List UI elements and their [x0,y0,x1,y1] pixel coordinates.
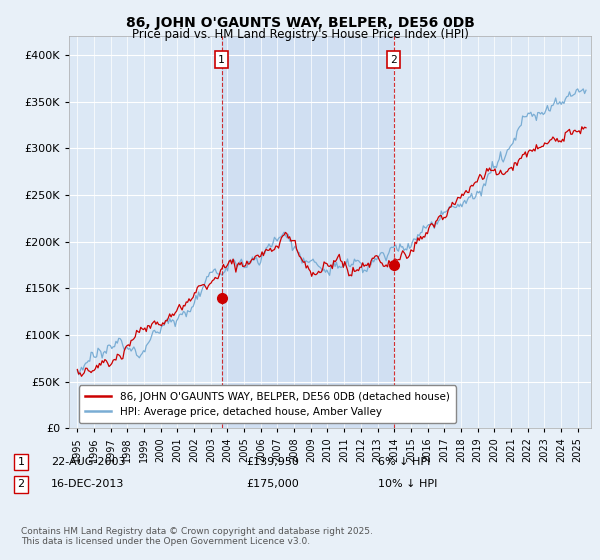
Text: 2: 2 [17,479,25,489]
Text: 10% ↓ HPI: 10% ↓ HPI [378,479,437,489]
Text: £175,000: £175,000 [246,479,299,489]
Legend: 86, JOHN O'GAUNTS WAY, BELPER, DE56 0DB (detached house), HPI: Average price, de: 86, JOHN O'GAUNTS WAY, BELPER, DE56 0DB … [79,385,456,423]
Text: 6% ↓ HPI: 6% ↓ HPI [378,457,430,467]
Text: 22-AUG-2003: 22-AUG-2003 [51,457,125,467]
Text: 1: 1 [218,55,225,65]
Bar [221,36,394,428]
Text: 2: 2 [390,55,397,65]
Text: 86, JOHN O'GAUNTS WAY, BELPER, DE56 0DB: 86, JOHN O'GAUNTS WAY, BELPER, DE56 0DB [125,16,475,30]
Text: Price paid vs. HM Land Registry's House Price Index (HPI): Price paid vs. HM Land Registry's House … [131,28,469,41]
Text: 1: 1 [17,457,25,467]
Text: 16-DEC-2013: 16-DEC-2013 [51,479,124,489]
Text: £139,950: £139,950 [246,457,299,467]
Text: Contains HM Land Registry data © Crown copyright and database right 2025.
This d: Contains HM Land Registry data © Crown c… [21,526,373,546]
